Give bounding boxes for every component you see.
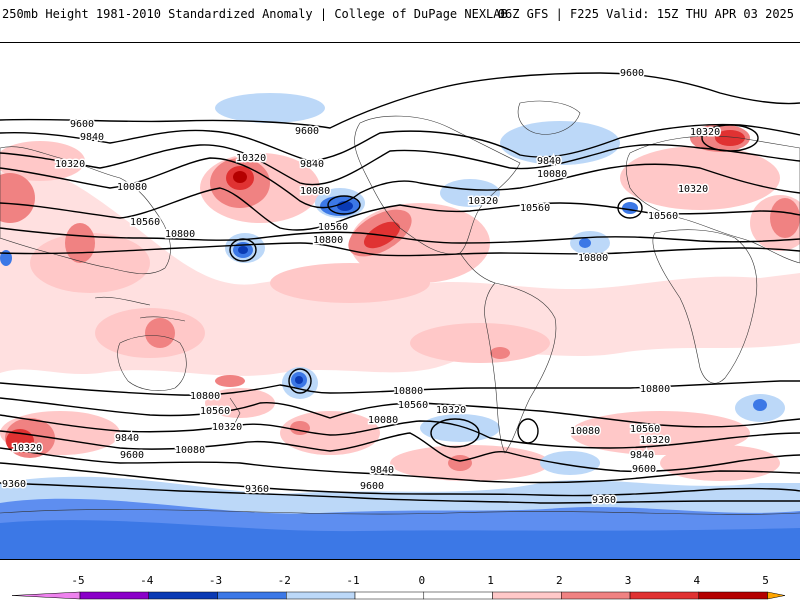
contour-label: 10560	[648, 211, 678, 222]
colorbar-swatch	[217, 591, 287, 600]
anomaly-shading-strong	[0, 124, 800, 471]
contour-label: 9840	[370, 465, 394, 476]
contour-label: 10800	[190, 391, 220, 402]
colorbar-low-extend	[11, 591, 81, 600]
colorbar-swatch	[354, 591, 425, 600]
contour-label: 10800	[313, 235, 343, 246]
colorbar-tick-label: -4	[140, 574, 154, 587]
contour-label: 10320	[236, 153, 266, 164]
contour-label: 9600	[620, 68, 644, 79]
colorbar-tick-label: 3	[625, 574, 632, 587]
colorbar-tick-label: -3	[209, 574, 222, 587]
colorbar-swatches	[11, 591, 786, 600]
contour-label: 9840	[630, 450, 654, 461]
contour-label: 10560	[200, 406, 230, 417]
colorbar-swatch	[286, 591, 356, 600]
contour-label: 10800	[640, 384, 670, 395]
contour-label: 9840	[115, 433, 139, 444]
contour-label: 10800	[393, 386, 423, 397]
anomaly-map: 9600 9600 9600 9840 9840 9840 10320 1032…	[0, 42, 800, 560]
colorbar-swatch	[629, 591, 700, 600]
contour-label: 10320	[678, 184, 708, 195]
contour-label: 10320	[12, 443, 42, 454]
contour-label: 9360	[245, 484, 269, 495]
colorbar-ticks: -5 -4 -3 -2 -1 0 1 2 3 4 5	[71, 574, 768, 587]
contour-label: 9840	[80, 132, 104, 143]
contour-label: 9840	[537, 156, 561, 167]
colorbar-swatch	[423, 591, 493, 600]
colorbar-swatch	[148, 591, 218, 600]
contour-label: 10080	[537, 169, 567, 180]
contour-label: 10320	[436, 405, 466, 416]
colorbar-swatch	[492, 591, 562, 600]
colorbar-swatch	[698, 591, 768, 600]
contour-label: 10800	[165, 229, 195, 240]
contour-label: 9600	[295, 126, 319, 137]
contour-label: 9600	[120, 450, 144, 461]
model-run-info: 06Z GFS | F225 Valid: 15Z THU APR 03 202…	[497, 7, 794, 21]
contour-label: 10320	[55, 159, 85, 170]
contour-label: 10560	[630, 424, 660, 435]
colorbar-swatch	[79, 591, 150, 600]
contour-label: 10560	[520, 203, 550, 214]
contour-label: 10080	[368, 415, 398, 426]
contour-label: 9600	[70, 119, 94, 130]
colorbar-tick-label: 0	[418, 574, 425, 587]
contour-label: 9600	[360, 481, 384, 492]
colorbar-tick-label: -2	[278, 574, 291, 587]
contour-label: 10320	[690, 127, 720, 138]
contour-label: 9600	[632, 464, 656, 475]
colorbar: -5 -4 -3 -2 -1 0 1 2 3 4 5	[11, 574, 786, 600]
contour-label: 10320	[212, 422, 242, 433]
colorbar-tick-label: 1	[487, 574, 494, 587]
contour-label: 10080	[570, 426, 600, 437]
contour-label: 10320	[468, 196, 498, 207]
colorbar-tick-label: -5	[71, 574, 84, 587]
contour-label: 10080	[117, 182, 147, 193]
colorbar-tick-label: 2	[556, 574, 563, 587]
colorbar-high-extend	[767, 591, 786, 600]
colorbar-tick-label: -1	[346, 574, 359, 587]
contour-label: 10800	[578, 253, 608, 264]
header-bar: 250mb Height 1981-2010 Standardized Anom…	[0, 0, 800, 26]
height-contours	[0, 72, 800, 504]
colorbar-tick-label: 5	[762, 574, 769, 587]
contour-label: 10560	[318, 222, 348, 233]
contour-label: 9360	[2, 479, 26, 490]
contour-label: 9360	[592, 495, 616, 506]
contour-label: 10320	[640, 435, 670, 446]
contour-label: 9840	[300, 159, 324, 170]
contour-labels: 9600 9600 9600 9840 9840 9840 10320 1032…	[1, 67, 722, 508]
contour-label: 10080	[175, 445, 205, 456]
colorbar-swatch	[561, 591, 631, 600]
contour-label: 10080	[300, 186, 330, 197]
colorbar-tick-label: 4	[693, 574, 700, 587]
map-title: 250mb Height 1981-2010 Standardized Anom…	[2, 7, 508, 21]
contour-label: 10560	[130, 217, 160, 228]
contour-label: 10560	[398, 400, 428, 411]
